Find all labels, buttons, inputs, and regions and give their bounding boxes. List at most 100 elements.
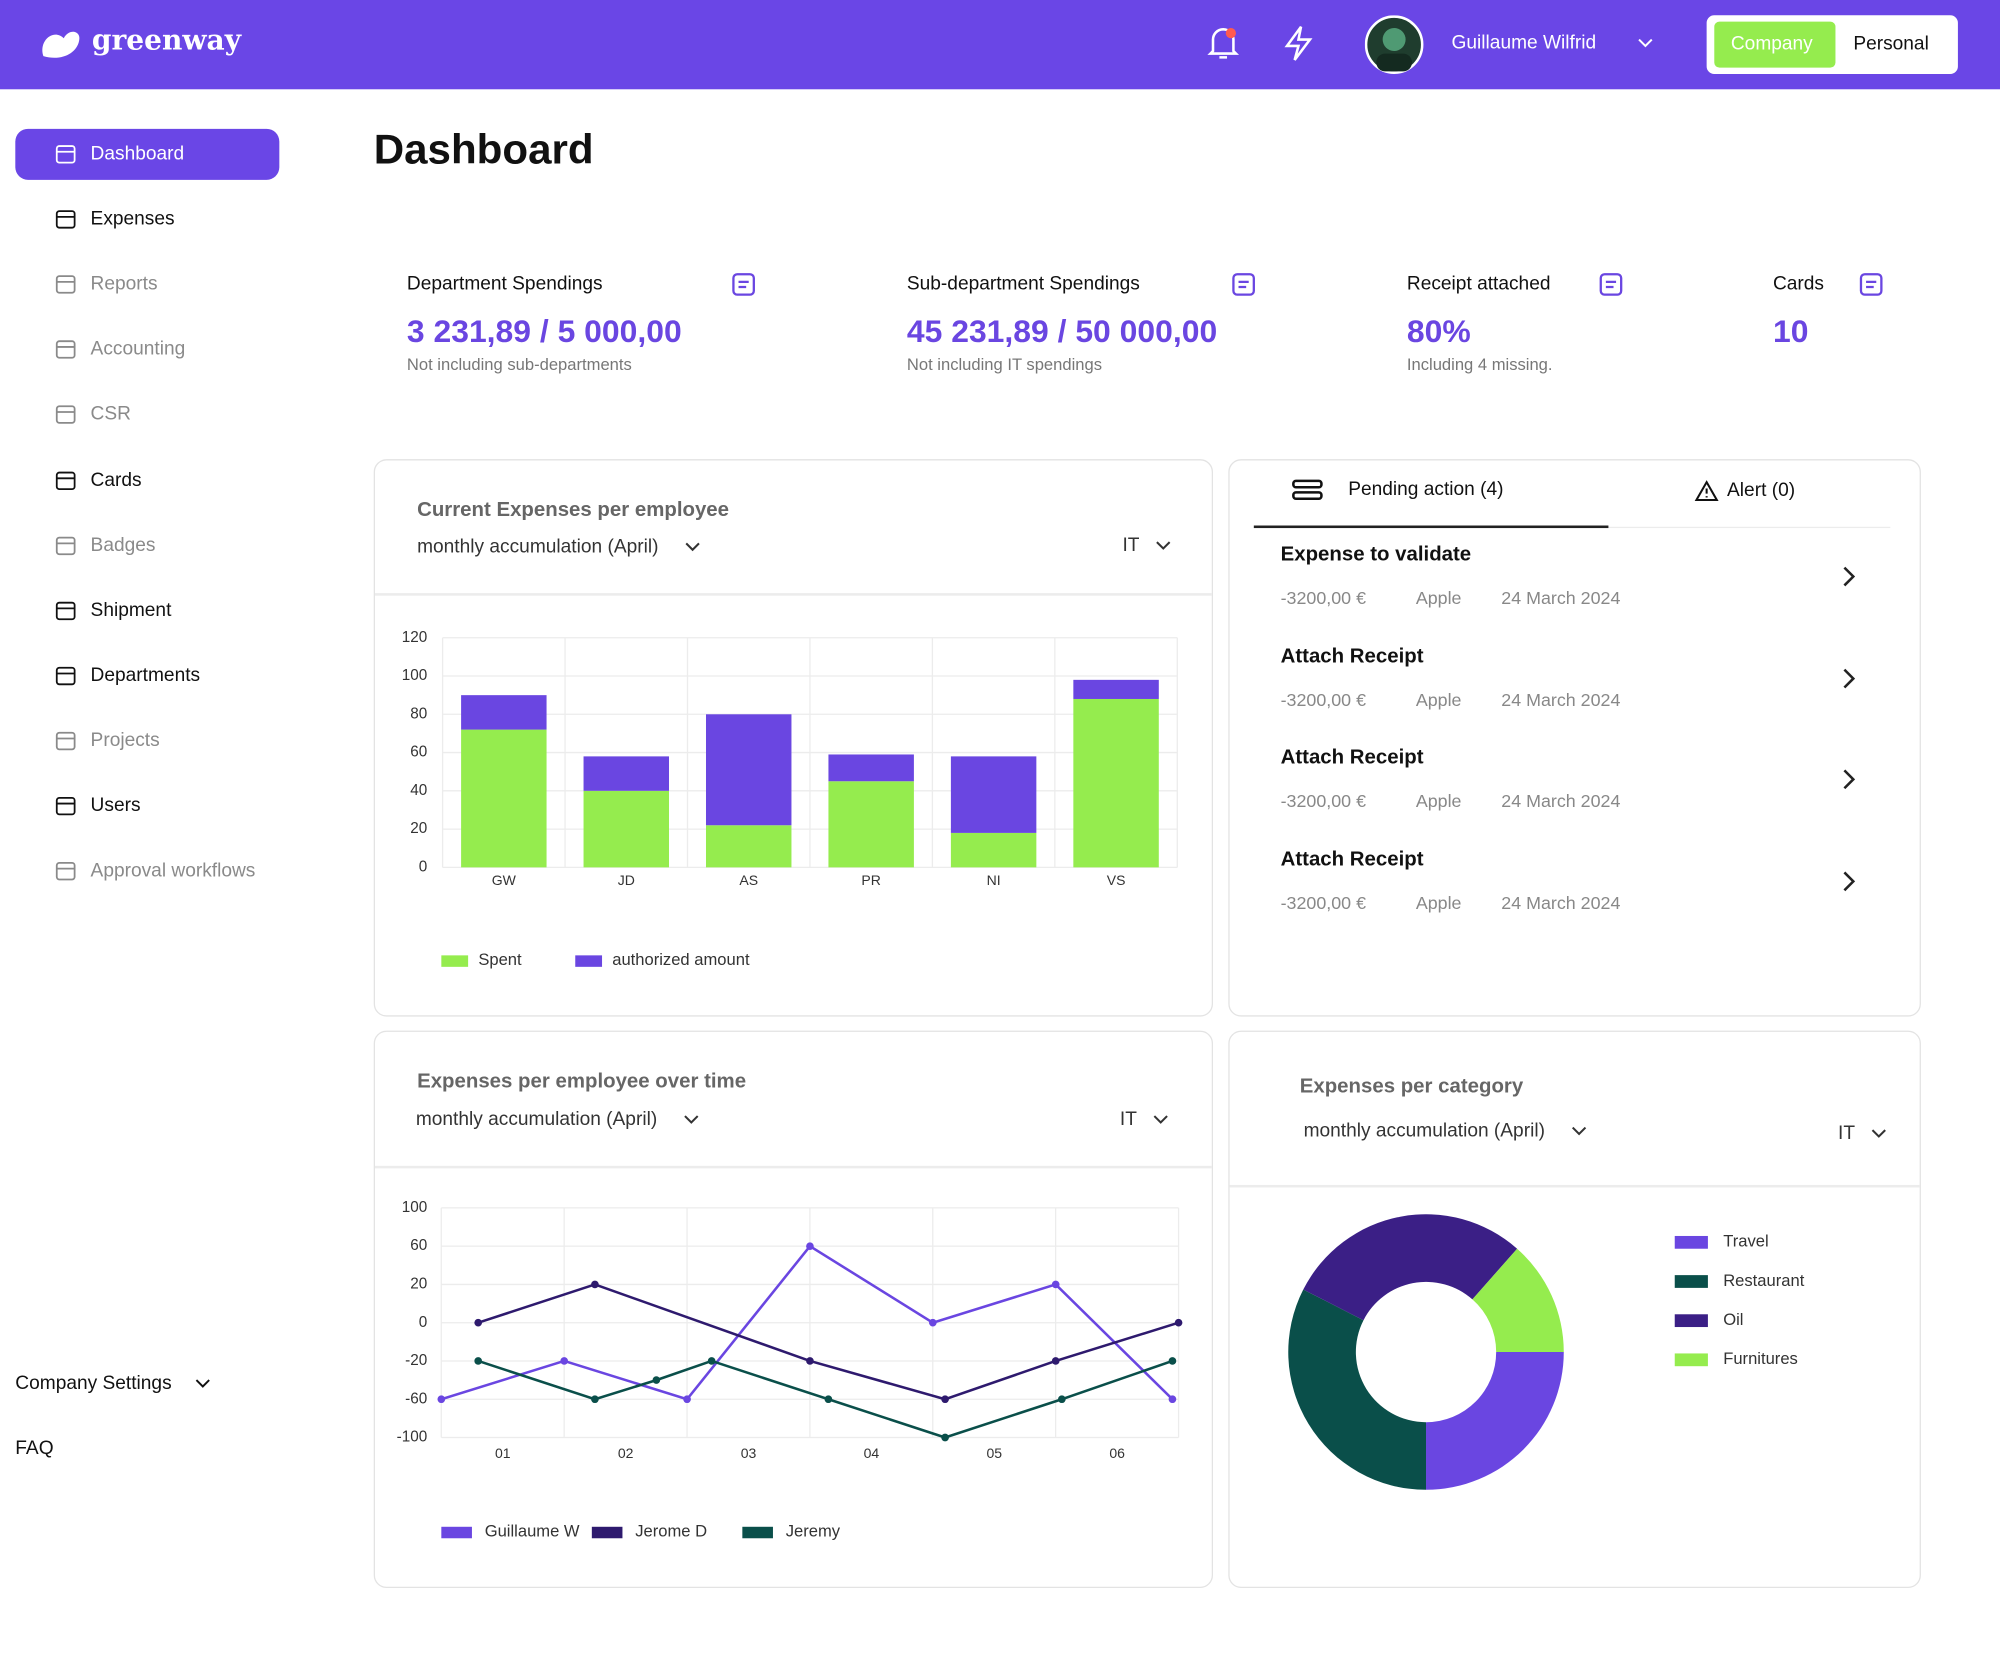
chevron-down[interactable]: [684, 1114, 699, 1127]
nav-icon[interactable]: [55, 600, 78, 620]
nav-item[interactable]: Departments: [90, 664, 201, 686]
nav-item[interactable]: Expenses: [90, 208, 175, 230]
nav-item[interactable]: CSR: [90, 403, 131, 426]
legend-label: Guillaume W: [485, 1521, 580, 1540]
tab[interactable]: Pending action (4): [1348, 478, 1504, 500]
nav-icon[interactable]: [55, 796, 78, 816]
nav-item[interactable]: Users: [90, 794, 141, 817]
action-title[interactable]: Expense to validate: [1280, 543, 1472, 566]
bar-segment: [950, 832, 1037, 868]
faq[interactable]: FAQ: [15, 1437, 54, 1460]
chart-filter[interactable]: IT: [1122, 534, 1140, 557]
nav-item[interactable]: Cards: [90, 468, 142, 491]
chevron-down[interactable]: [1153, 1114, 1168, 1127]
toggle-company[interactable]: Company: [1730, 33, 1813, 55]
action-title[interactable]: Attach Receipt: [1280, 645, 1424, 667]
nav-item[interactable]: Accounting: [90, 338, 186, 361]
nav-icon[interactable]: [55, 405, 78, 425]
page-title: Dashboard: [373, 125, 594, 173]
x-tick-label: 06: [1109, 1445, 1125, 1461]
action-amount: -3200,00 €: [1280, 790, 1367, 811]
bell-icon[interactable]: [1204, 23, 1242, 64]
x-tick-label: VS: [1107, 872, 1126, 888]
x-tick-label: 03: [741, 1445, 757, 1461]
bar-segment: [461, 695, 547, 730]
nav-item[interactable]: Approval workflows: [90, 859, 256, 882]
bar-segment: [583, 756, 670, 791]
user-name[interactable]: Guillaume Wilfrid: [1451, 31, 1597, 54]
y-tick-label: 80: [410, 705, 427, 722]
legend-label: authorized amount: [612, 950, 750, 969]
pie-slice: [1426, 1352, 1564, 1490]
tab[interactable]: Alert (0): [1727, 479, 1796, 502]
chart-filter[interactable]: IT: [1838, 1122, 1856, 1145]
legend-swatch: [1674, 1275, 1708, 1288]
action-date: 24 March 2024: [1501, 688, 1621, 710]
bar-segment: [583, 790, 670, 868]
avatar[interactable]: [1364, 15, 1424, 74]
point: [683, 1395, 691, 1404]
stat-label: Department Spendings: [406, 272, 603, 295]
toggle-personal[interactable]: Personal: [1853, 33, 1929, 55]
chart-title: Current Expenses per employee: [417, 499, 730, 521]
chevron-down[interactable]: [1636, 36, 1654, 51]
legend-swatch: [1674, 1314, 1708, 1328]
point: [474, 1357, 483, 1365]
point: [928, 1318, 937, 1327]
nav-icon[interactable]: [55, 470, 78, 490]
action-date: 24 March 2024: [1501, 891, 1621, 913]
logo-icon: [42, 31, 80, 58]
action-date: 24 March 2024: [1501, 587, 1621, 608]
chart-subtitle[interactable]: monthly accumulation (April): [417, 535, 659, 558]
y-tick-label: 100: [402, 667, 428, 684]
panel: [373, 459, 1214, 1017]
action-merchant: Apple: [1415, 688, 1462, 710]
point: [941, 1433, 949, 1442]
nav-icon[interactable]: [55, 731, 78, 751]
action-title[interactable]: Attach Receipt: [1280, 746, 1424, 769]
chevron-down[interactable]: [1156, 540, 1171, 553]
nav-item[interactable]: Reports: [90, 273, 158, 295]
action-title[interactable]: Attach Receipt: [1280, 848, 1424, 870]
nav-item[interactable]: Shipment: [90, 599, 172, 621]
y-tick-label: -100: [397, 1429, 428, 1446]
chevron-right[interactable]: [1841, 869, 1859, 892]
bar-segment: [1073, 679, 1159, 699]
chevron-down[interactable]: [195, 1378, 210, 1391]
nav-item[interactable]: Projects: [90, 729, 160, 752]
y-tick-label: -20: [405, 1352, 427, 1369]
nav-icon[interactable]: [55, 209, 78, 229]
action-amount: -3200,00 €: [1280, 891, 1367, 913]
chevron-right[interactable]: [1841, 768, 1859, 791]
point: [1058, 1395, 1066, 1404]
chart-subtitle[interactable]: monthly accumulation (April): [415, 1108, 658, 1131]
pending-icon: [1292, 479, 1323, 500]
divider: [374, 1165, 1212, 1169]
chart-filter[interactable]: IT: [1119, 1108, 1137, 1131]
lightning-icon[interactable]: [1281, 23, 1317, 64]
y-tick-label: 0: [419, 858, 428, 875]
chart-subtitle[interactable]: monthly accumulation (April): [1303, 1119, 1545, 1142]
chevron-down[interactable]: [685, 541, 700, 554]
nav-item[interactable]: Badges: [90, 533, 156, 556]
chevron-right[interactable]: [1841, 565, 1859, 588]
point: [437, 1395, 446, 1404]
nav-icon[interactable]: [55, 144, 78, 164]
chevron-down[interactable]: [1871, 1128, 1886, 1141]
action-merchant: Apple: [1415, 790, 1462, 811]
nav-icon[interactable]: [55, 274, 78, 294]
nav-icon[interactable]: [55, 535, 78, 555]
stat-value: 10: [1772, 313, 1809, 350]
nav-icon[interactable]: [55, 340, 78, 360]
chevron-right[interactable]: [1841, 666, 1859, 689]
bar-segment: [461, 729, 547, 868]
stat-note: Not including IT spendings: [906, 354, 1103, 374]
nav-item[interactable]: Dashboard: [90, 142, 185, 165]
chevron-down[interactable]: [1571, 1125, 1587, 1138]
stat-label: Sub-department Spendings: [906, 272, 1140, 295]
point: [652, 1376, 661, 1384]
company-settings[interactable]: Company Settings: [15, 1372, 172, 1395]
stat-label: Cards: [1772, 272, 1824, 295]
nav-icon[interactable]: [55, 666, 78, 686]
nav-icon[interactable]: [55, 861, 78, 881]
